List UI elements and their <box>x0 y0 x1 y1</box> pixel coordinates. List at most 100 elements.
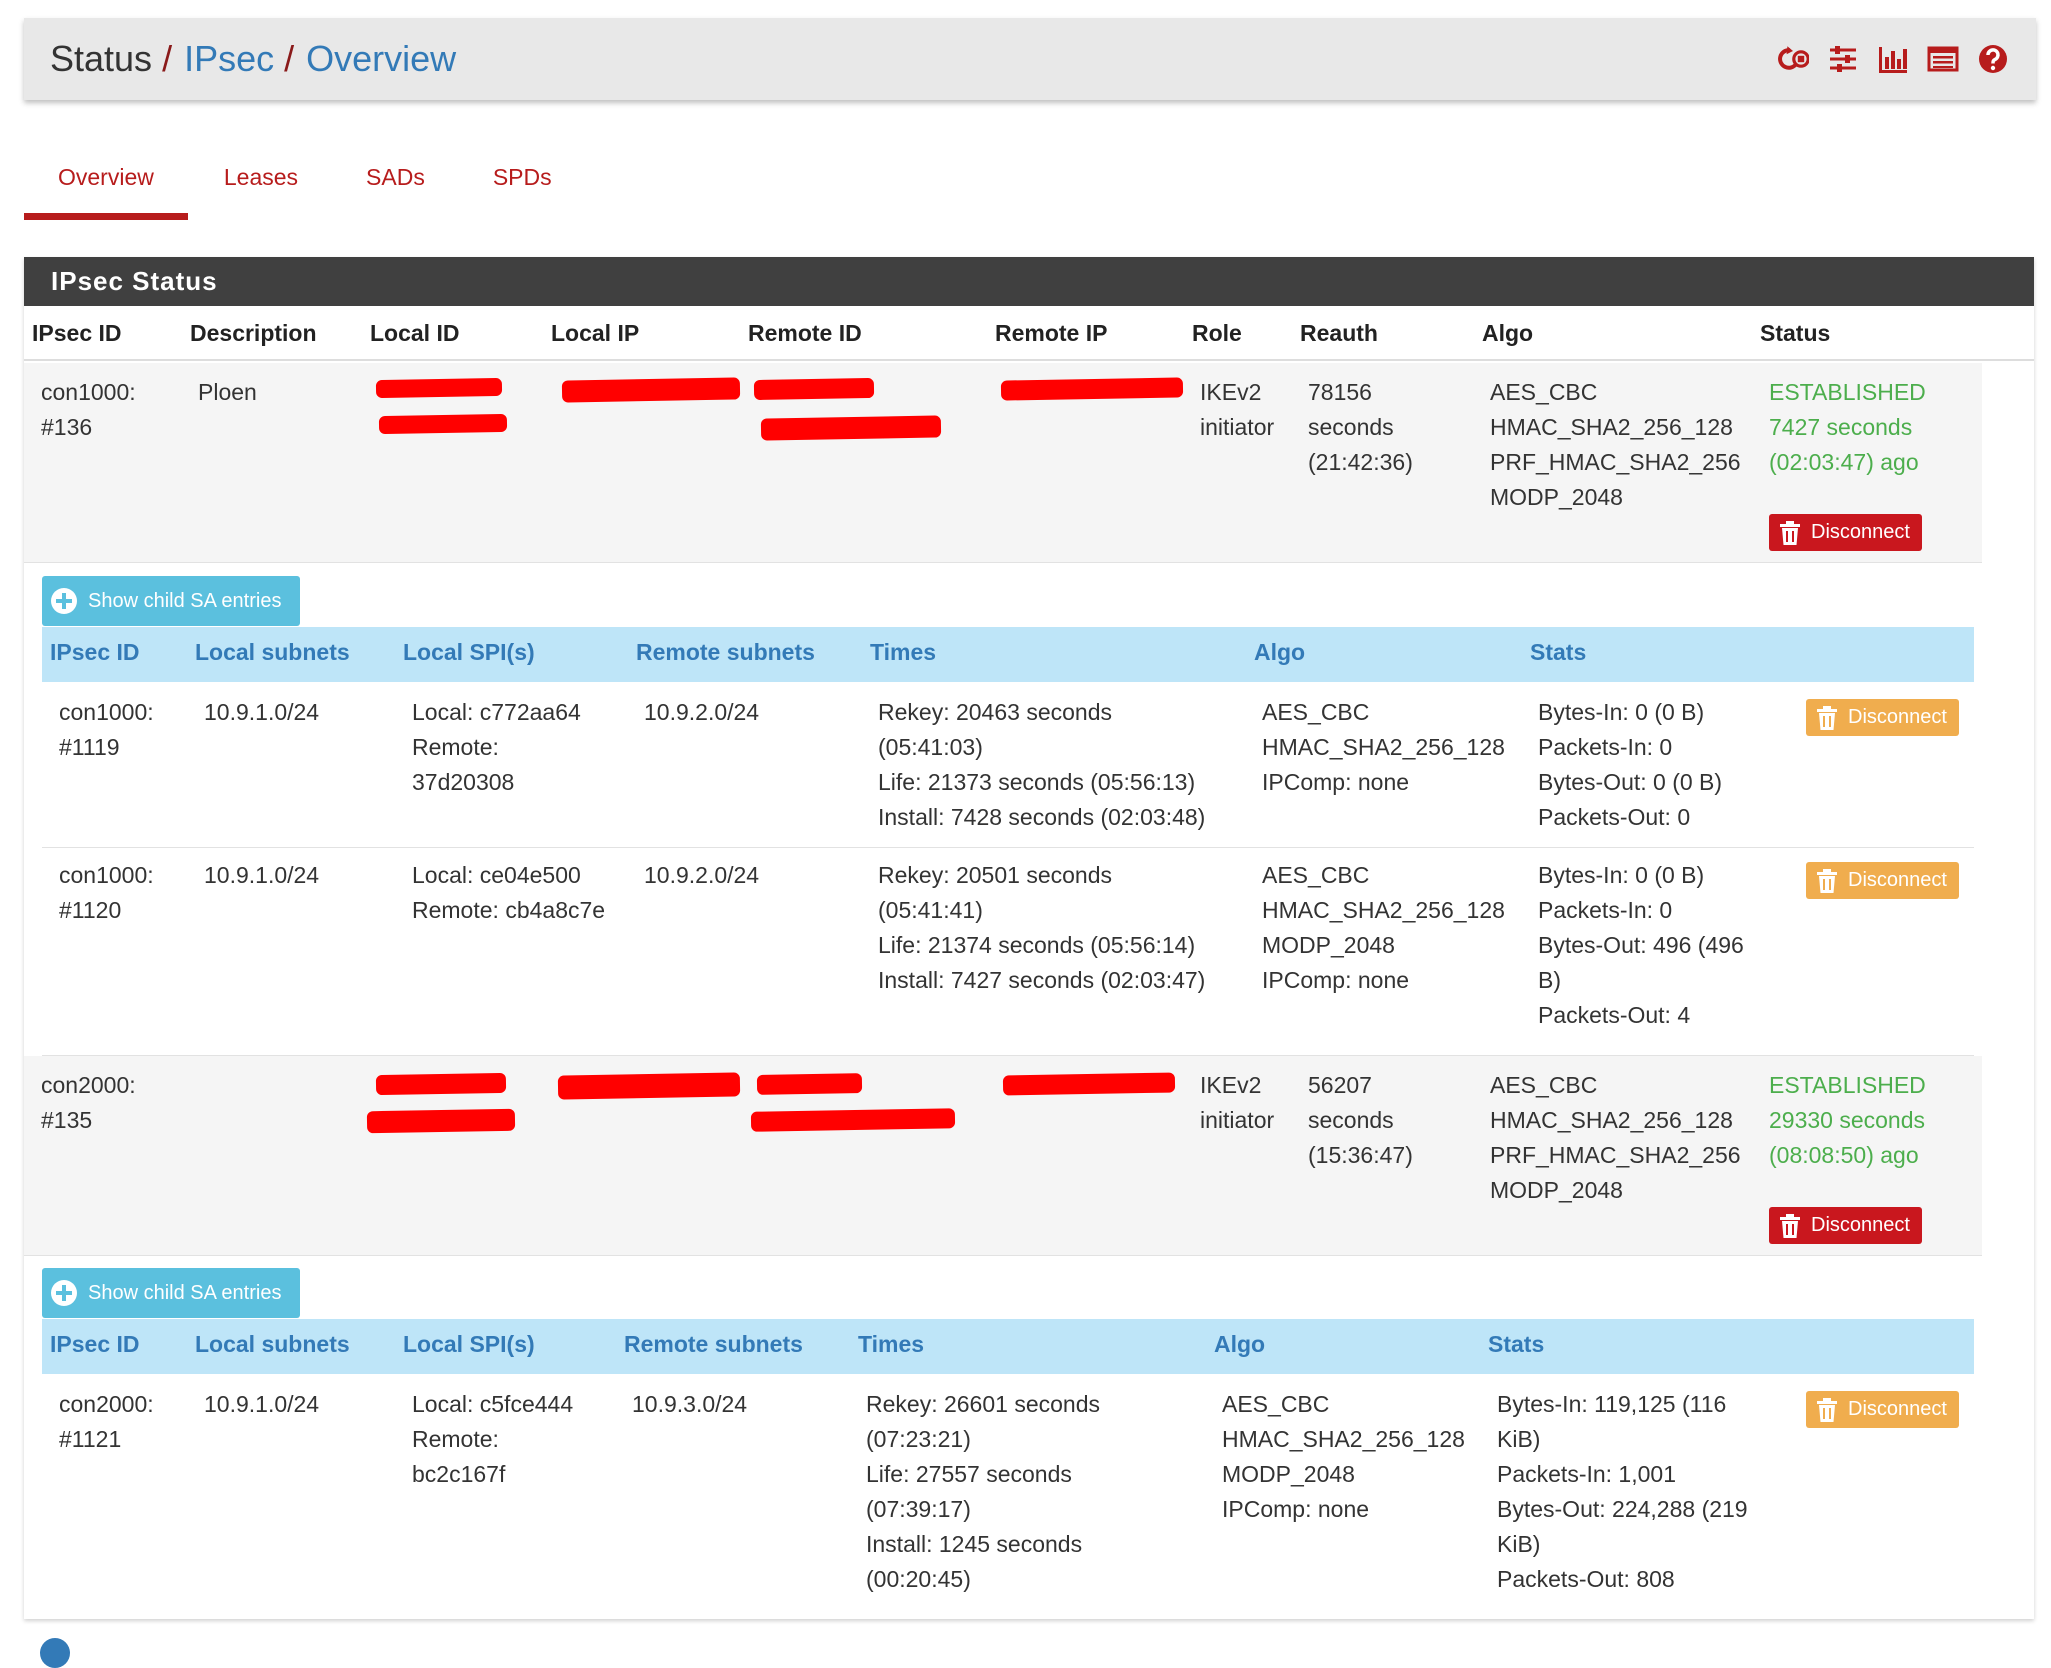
redacted-local-id <box>378 413 508 435</box>
column-header: Remote IP <box>995 320 1108 346</box>
ipsec-id: con2000: #135 <box>41 1072 136 1133</box>
ipsec-status-panel: IPsec Status IPsec ID Description Local … <box>24 257 2034 1619</box>
ipsec-id: con1000: #136 <box>41 379 136 440</box>
redacted-remote-ip <box>1002 1072 1176 1096</box>
child-ipsec-id: con1000: #1120 <box>59 862 154 923</box>
column-header: Remote ID <box>748 320 862 346</box>
tab-bar: Overview Leases SADs SPDs <box>24 140 586 220</box>
local-subnets: 10.9.1.0/24 <box>204 1391 320 1417</box>
disconnect-button[interactable]: Disconnect <box>1769 1207 1922 1244</box>
breadcrumb-overview-link[interactable]: Overview <box>306 38 457 79</box>
times: Rekey: 20463 seconds (05:41:03) Life: 21… <box>878 699 1206 830</box>
breadcrumb: Status / IPsec / Overview <box>50 38 456 80</box>
status-table-header: IPsec ID Description Local ID Local IP R… <box>24 306 2034 361</box>
redacted-remote-id <box>753 377 875 401</box>
child-ipsec-id: con2000: #1121 <box>59 1391 154 1452</box>
show-child-sa-label: Show child SA entries <box>88 589 282 612</box>
disconnect-child-button[interactable]: Disconnect <box>1806 1391 1959 1428</box>
stats: Bytes-In: 119,125 (116 KiB) Packets-In: … <box>1497 1391 1748 1592</box>
table-row: con2000: #135 IKEv2 initiator 56207 seco… <box>24 1056 1982 1256</box>
help-icon[interactable] <box>1976 42 2010 76</box>
plus-circle-icon <box>51 588 77 614</box>
column-header: Times <box>858 1331 925 1357</box>
role: IKEv2 initiator <box>1200 1072 1275 1133</box>
restart-service-icon[interactable] <box>1776 42 1810 76</box>
column-header: Local IP <box>551 320 640 346</box>
column-header: Local SPI(s) <box>403 639 535 665</box>
tab-spds[interactable]: SPDs <box>492 164 552 190</box>
redacted-local-id <box>375 377 503 399</box>
column-header: Stats <box>1530 639 1587 665</box>
column-header: IPsec ID <box>50 1331 140 1357</box>
stats: Bytes-In: 0 (0 B) Packets-In: 0 Bytes-Ou… <box>1538 862 1744 1028</box>
show-child-sa-button[interactable]: Show child SA entries <box>42 1268 300 1318</box>
disconnect-child-button[interactable]: Disconnect <box>1806 699 1959 736</box>
algo: AES_CBC HMAC_SHA2_256_128 PRF_HMAC_SHA2_… <box>1490 379 1741 510</box>
log-icon[interactable] <box>1926 42 1960 76</box>
page-header: Status / IPsec / Overview <box>24 18 2036 100</box>
redacted-remote-id <box>756 1073 863 1095</box>
trash-icon <box>1817 868 1837 893</box>
disconnect-child-button[interactable]: Disconnect <box>1806 862 1959 899</box>
breadcrumb-ipsec-link[interactable]: IPsec <box>184 38 275 79</box>
column-header: Description <box>190 320 317 346</box>
spis: Local: ce04e500 Remote: cb4a8c7e <box>412 862 606 923</box>
disconnect-label: Disconnect <box>1848 1398 1947 1420</box>
child-sa-header: IPsec ID Local subnets Local SPI(s) Remo… <box>42 1319 1974 1374</box>
tab-leases[interactable]: Leases <box>223 164 299 190</box>
status-badge: ESTABLISHED 7427 seconds (02:03:47) ago <box>1769 379 1926 475</box>
column-header: Status <box>1760 320 1831 346</box>
column-header: Stats <box>1488 1331 1545 1357</box>
redacted-local-ip <box>561 377 741 403</box>
description: Ploen <box>198 379 257 405</box>
column-header: Remote subnets <box>624 1331 803 1357</box>
redacted-local-id <box>366 1108 516 1134</box>
column-header: Algo <box>1254 639 1306 665</box>
tab-overview[interactable]: Overview <box>24 140 188 220</box>
column-header: Times <box>870 639 937 665</box>
remote-subnets: 10.9.3.0/24 <box>632 1391 748 1417</box>
breadcrumb-status: Status <box>50 38 153 79</box>
panel-title: IPsec Status <box>24 257 2034 306</box>
redacted-local-id <box>375 1072 507 1096</box>
column-header: Algo <box>1214 1331 1266 1357</box>
child-algo: AES_CBC HMAC_SHA2_256_128 MODP_2048 IPCo… <box>1222 1391 1465 1522</box>
column-header: Local subnets <box>195 639 350 665</box>
breadcrumb-separator: / <box>284 38 295 79</box>
show-child-sa-button[interactable]: Show child SA entries <box>42 576 300 626</box>
table-row: con2000: #1121 10.9.1.0/24 Local: c5fce4… <box>42 1377 1974 1612</box>
local-subnets: 10.9.1.0/24 <box>204 699 320 725</box>
stats: Bytes-In: 0 (0 B) Packets-In: 0 Bytes-Ou… <box>1538 699 1723 830</box>
table-row: con1000: #1119 10.9.1.0/24 Local: c772aa… <box>42 685 1974 848</box>
child-algo: AES_CBC HMAC_SHA2_256_128 MODP_2048 IPCo… <box>1262 862 1505 993</box>
column-header: Local subnets <box>195 1331 350 1357</box>
table-row: con1000: #1120 10.9.1.0/24 Local: ce04e5… <box>42 848 1974 1056</box>
table-row: con1000: #136 Ploen IKEv2 initiator 7815… <box>24 363 1982 563</box>
column-header: IPsec ID <box>32 320 122 346</box>
remote-subnets: 10.9.2.0/24 <box>644 862 760 888</box>
sliders-icon[interactable] <box>1826 42 1860 76</box>
show-child-sa-label: Show child SA entries <box>88 1281 282 1304</box>
role: IKEv2 initiator <box>1200 379 1275 440</box>
trash-icon <box>1780 1213 1800 1238</box>
plus-circle-icon <box>51 1280 77 1306</box>
disconnect-button[interactable]: Disconnect <box>1769 514 1922 551</box>
tab-sads[interactable]: SADs <box>366 164 425 190</box>
trash-icon <box>1780 520 1800 545</box>
info-icon[interactable] <box>40 1638 70 1668</box>
redacted-remote-id <box>760 415 942 441</box>
remote-subnets: 10.9.2.0/24 <box>644 699 760 725</box>
disconnect-label: Disconnect <box>1848 706 1947 728</box>
redacted-remote-ip <box>1000 377 1184 401</box>
child-ipsec-id: con1000: #1119 <box>59 699 154 760</box>
column-header: Local ID <box>370 320 460 346</box>
column-header: Reauth <box>1300 320 1378 346</box>
trash-icon <box>1817 1397 1837 1422</box>
chart-icon[interactable] <box>1876 42 1910 76</box>
disconnect-label: Disconnect <box>1848 869 1947 891</box>
times: Rekey: 20501 seconds (05:41:41) Life: 21… <box>878 862 1206 993</box>
status-badge: ESTABLISHED 29330 seconds (08:08:50) ago <box>1769 1072 1926 1168</box>
column-header: Remote subnets <box>636 639 815 665</box>
trash-icon <box>1817 705 1837 730</box>
breadcrumb-separator: / <box>162 38 173 79</box>
